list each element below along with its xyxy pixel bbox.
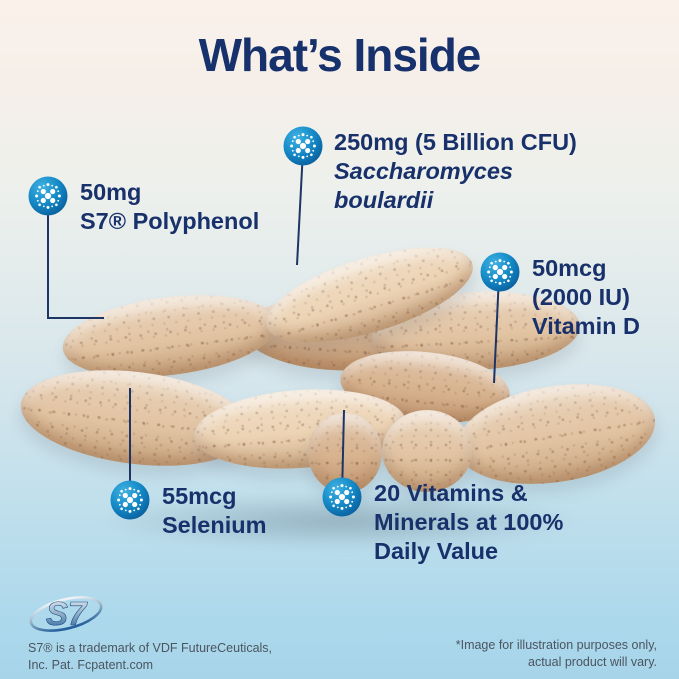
callout-ingredient: Vitamin D <box>532 313 640 339</box>
callout-ingredient: Saccharomyces <box>334 158 513 184</box>
trademark-note: S7® is a trademark of VDF FutureCeutical… <box>28 640 272 674</box>
s7-logo: S7 <box>29 595 103 632</box>
disclaimer-line: *Image for illustration purposes only, <box>455 638 657 652</box>
callout-s7-polyphenol: 50mg S7® Polyphenol <box>80 178 259 236</box>
probiotic-dots-icon <box>283 126 323 166</box>
trademark-line: S7® is a trademark of VDF FutureCeutical… <box>28 641 273 655</box>
tablet <box>308 413 382 493</box>
tablet <box>382 410 472 492</box>
s7-logo-text: S7 <box>46 595 88 632</box>
callout-amount: 250mg (5 Billion CFU) <box>334 129 577 155</box>
callout-amount: 50mg <box>80 179 142 205</box>
callout-ingredient: Selenium <box>162 512 267 538</box>
callout-amount-iu: (2000 IU) <box>532 284 630 310</box>
probiotic-dots-icon <box>480 252 520 292</box>
image-disclaimer: *Image for illustration purposes only, a… <box>456 637 657 671</box>
callout-ingredient: boulardii <box>334 187 434 213</box>
probiotic-dots-icon <box>28 176 68 216</box>
callout-vitamin-d: 50mcg (2000 IU) Vitamin D <box>532 254 640 341</box>
disclaimer-line: actual product will vary. <box>528 655 657 669</box>
callout-selenium: 55mcg Selenium <box>162 482 266 540</box>
callout-vitamins-minerals: 20 Vitamins & Minerals at 100% Daily Val… <box>374 479 563 566</box>
callout-line: 20 Vitamins & <box>374 480 528 506</box>
trademark-line: Inc. Pat. Fcpatent.com <box>28 658 154 672</box>
page-title: What’s Inside <box>198 29 482 81</box>
probiotic-dots-icon <box>110 480 150 520</box>
callout-saccharomyces: 250mg (5 Billion CFU) Saccharomyces boul… <box>334 128 577 215</box>
callout-line: Daily Value <box>374 538 499 564</box>
callout-line: Minerals at 100% <box>374 509 564 535</box>
callout-amount: 50mcg <box>532 255 607 281</box>
callout-ingredient: S7® Polyphenol <box>80 208 260 234</box>
probiotic-dots-icon <box>322 477 362 517</box>
callout-amount: 55mcg <box>162 483 237 509</box>
